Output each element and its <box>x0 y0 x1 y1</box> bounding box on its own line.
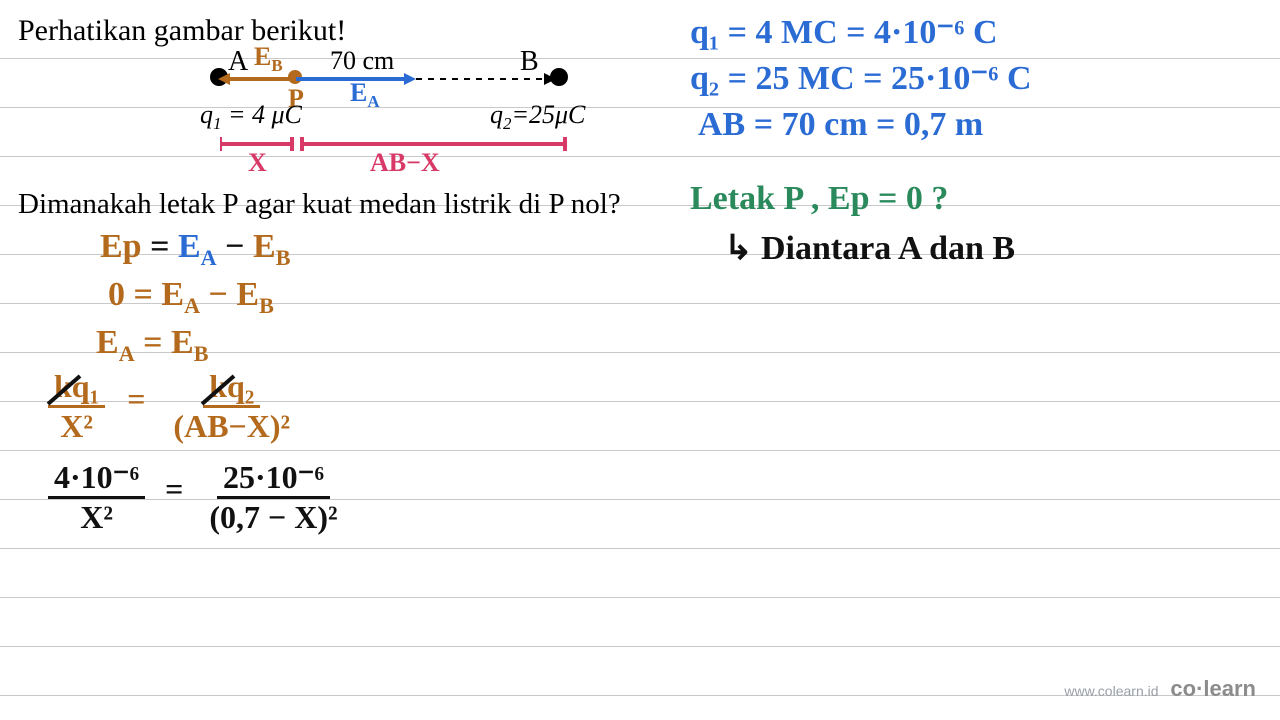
q1-label: q1 = 4 μC <box>200 100 302 134</box>
work-line3: EA = EB <box>96 324 208 367</box>
work-line1: Ep = EA − EB <box>100 228 290 271</box>
x-segment-label: X <box>248 148 267 178</box>
label-eb: EB <box>254 42 283 76</box>
given-q2: q₂ = 25 MC = 25·10⁻⁶ C <box>690 58 1032 98</box>
label-b: B <box>520 46 539 78</box>
given-find: Letak P , Ep = 0 ? <box>690 180 948 218</box>
q2-label: q2=25μC <box>490 100 585 134</box>
abx-segment-label: AB−X <box>370 148 440 178</box>
charge-diagram: A EB P 70 cm EA B q1 = 4 μC q2=25μC X AB… <box>210 52 590 182</box>
strike1-icon <box>44 374 84 408</box>
given-ab: AB = 70 cm = 0,7 m <box>698 106 983 144</box>
given-between: ↳ Diantara A dan B <box>724 228 1015 268</box>
watermark: www.colearn.id co·learn <box>1064 676 1256 702</box>
strike2-icon <box>198 374 238 408</box>
work-line5: 4·10⁻⁶X² = 25·10⁻⁶(0,7 − X)² <box>48 458 344 536</box>
watermark-brand: co·learn <box>1170 676 1256 701</box>
given-q1: q₁ = 4 MC = 4·10⁻⁶ C <box>690 12 998 52</box>
work-line4: kq₁X² = kq₂(AB−X)² <box>48 368 296 445</box>
label-ea: EA <box>350 78 380 112</box>
question-text: Dimanakah letak P agar kuat medan listri… <box>18 188 621 221</box>
work-line2: 0 = EA − EB <box>108 276 274 319</box>
problem-title: Perhatikan gambar berikut! <box>18 14 346 48</box>
point-b-dot <box>550 68 568 86</box>
watermark-url: www.colearn.id <box>1064 683 1158 699</box>
